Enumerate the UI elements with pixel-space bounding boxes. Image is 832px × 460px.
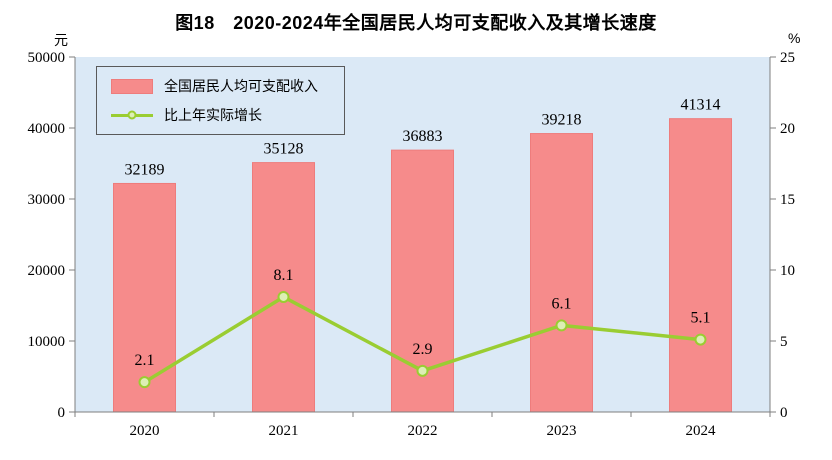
bar-value-label: 41314 bbox=[681, 97, 721, 114]
bar-swatch-icon bbox=[111, 78, 153, 94]
left-axis-tick-label: 50000 bbox=[28, 50, 66, 66]
right-axis-tick-label: 10 bbox=[780, 263, 795, 279]
legend-item-line: 比上年实际增长 bbox=[111, 105, 318, 125]
line-value-label: 5.1 bbox=[691, 310, 711, 327]
left-axis-unit-label: 元 bbox=[54, 32, 68, 48]
chart-title: 图18 2020-2024年全国居民人均可支配收入及其增长速度 bbox=[175, 13, 657, 33]
left-axis-tick-label: 0 bbox=[58, 405, 66, 421]
bar-2024 bbox=[669, 118, 732, 413]
line-marker bbox=[277, 290, 290, 303]
line-value-label: 8.1 bbox=[274, 267, 294, 284]
left-axis-tick-label: 40000 bbox=[28, 121, 66, 137]
line-marker bbox=[555, 319, 568, 332]
right-axis-tick-label: 20 bbox=[780, 121, 795, 137]
x-axis-label: 2022 bbox=[408, 423, 438, 439]
legend-bar-label: 全国居民人均可支配收入 bbox=[164, 78, 318, 94]
bar-value-label: 39218 bbox=[542, 112, 582, 129]
bar-value-label: 32189 bbox=[125, 161, 165, 178]
bar-2021 bbox=[252, 162, 315, 413]
x-axis-label: 2021 bbox=[269, 423, 299, 439]
right-axis-unit-label: % bbox=[788, 30, 801, 46]
line-value-label: 6.1 bbox=[552, 295, 572, 312]
legend-line-label: 比上年实际增长 bbox=[164, 107, 262, 123]
right-axis-tick-label: 5 bbox=[780, 334, 788, 350]
legend-item-bar: 全国居民人均可支配收入 bbox=[111, 76, 318, 96]
x-axis-label: 2023 bbox=[547, 423, 577, 439]
line-marker bbox=[416, 364, 429, 377]
line-marker-icon bbox=[127, 110, 137, 120]
x-axis-label: 2024 bbox=[686, 423, 717, 439]
legend: 全国居民人均可支配收入 比上年实际增长 bbox=[96, 66, 345, 135]
right-axis-tick-label: 0 bbox=[780, 405, 788, 421]
line-marker bbox=[138, 376, 151, 389]
right-axis-tick-label: 25 bbox=[780, 50, 795, 66]
bar-value-label: 36883 bbox=[403, 128, 443, 145]
line-swatch-icon bbox=[111, 110, 153, 120]
left-axis-tick-label: 30000 bbox=[28, 192, 66, 208]
x-axis-label: 2020 bbox=[130, 423, 160, 439]
bar-2023 bbox=[530, 133, 593, 413]
left-axis-tick-label: 20000 bbox=[28, 263, 66, 279]
line-value-label: 2.1 bbox=[135, 352, 155, 369]
right-axis-tick-label: 15 bbox=[780, 192, 795, 208]
bar-value-label: 35128 bbox=[264, 141, 304, 158]
left-axis-tick-label: 10000 bbox=[28, 334, 66, 350]
line-marker bbox=[694, 333, 707, 346]
bar-2020 bbox=[113, 182, 176, 413]
line-value-label: 2.9 bbox=[413, 341, 433, 358]
